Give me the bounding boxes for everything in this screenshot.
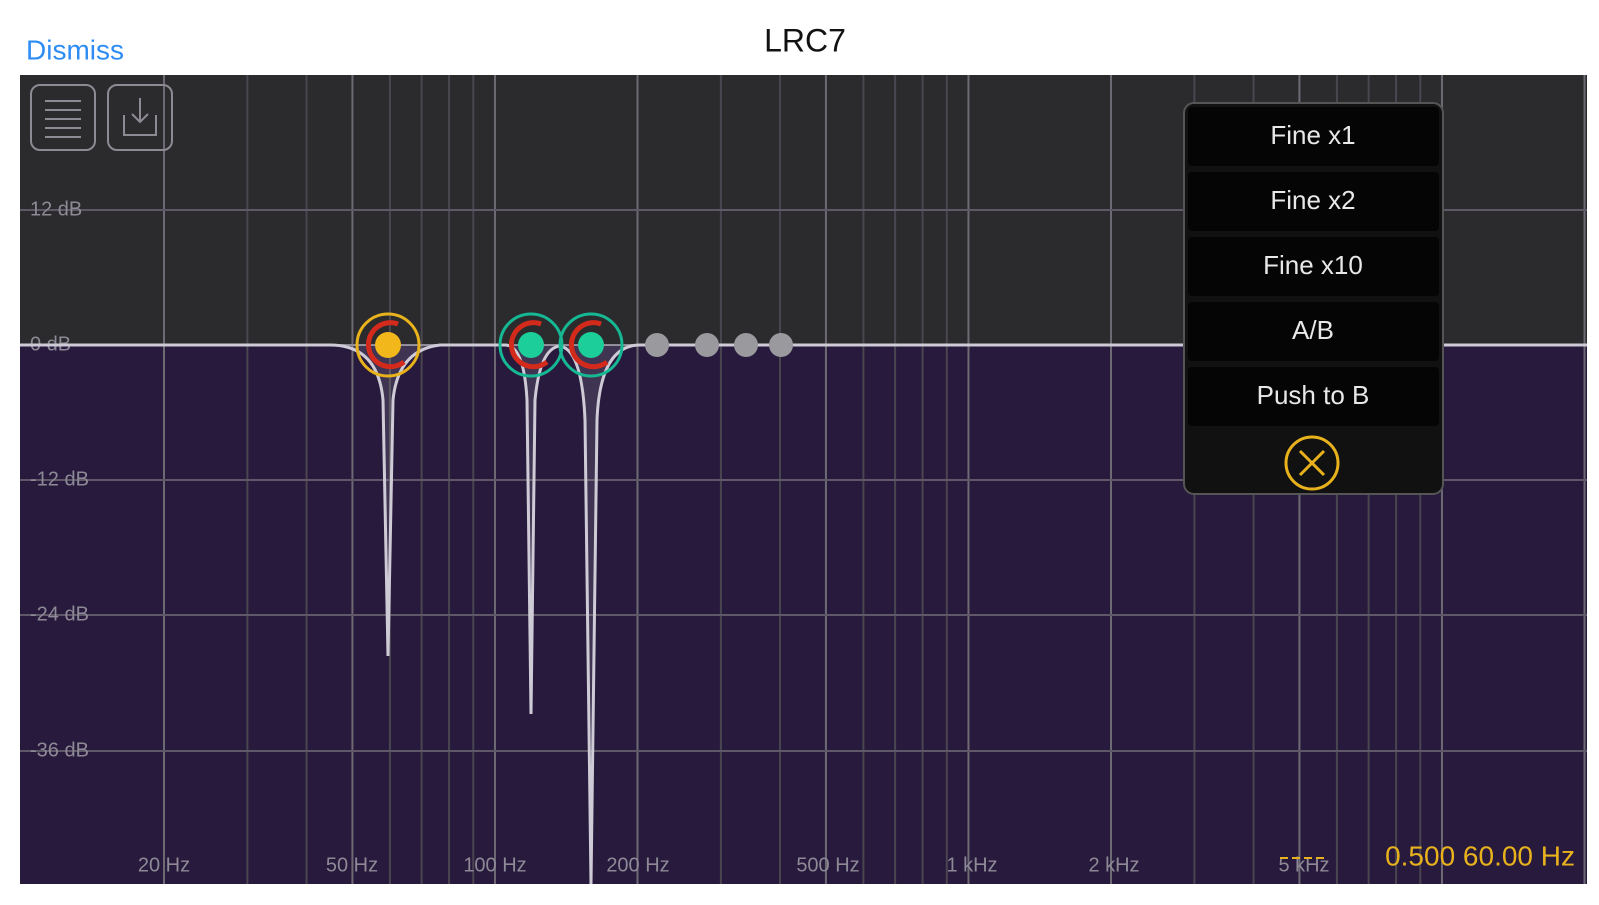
freq-label: 1 kHz (946, 854, 997, 876)
menu-item[interactable]: Fine x1 (1270, 120, 1355, 150)
menu-item-bg[interactable] (1188, 107, 1439, 166)
freq-label: 5 kHz (1278, 854, 1329, 876)
eq-nodes (355, 312, 793, 378)
eq-node-gain (508, 320, 549, 370)
menu-item[interactable]: Fine x2 (1270, 185, 1355, 215)
toolbar (30, 84, 173, 151)
menu-item-bg[interactable] (1188, 367, 1439, 426)
eq-node-inactive[interactable] (769, 333, 793, 357)
menu-item[interactable]: Fine x10 (1263, 250, 1363, 280)
freq-label: 100 Hz (463, 854, 526, 876)
eq-node-inactive[interactable] (695, 333, 719, 357)
readout: 0.500 60.00 Hz (1385, 840, 1575, 871)
eq-node-gain (365, 320, 406, 370)
close-button[interactable] (1284, 435, 1340, 491)
eq-node[interactable] (518, 332, 544, 358)
freq-label: 50 Hz (326, 854, 378, 876)
db-label: -12 dB (30, 468, 89, 490)
eq-curve (20, 343, 1587, 885)
menu-item-bg[interactable] (1188, 237, 1439, 296)
db-label: -36 dB (30, 739, 89, 761)
title: LRC7 (764, 22, 846, 58)
freq-label: 20 Hz (138, 854, 190, 876)
list-button[interactable] (30, 84, 96, 151)
freq-label: 500 Hz (796, 854, 859, 876)
eq-node-ring[interactable] (558, 312, 624, 378)
dismiss-button[interactable]: Dismiss (26, 34, 124, 65)
close-icon (1298, 449, 1326, 477)
list-icon (45, 100, 81, 138)
eq-node-gain (568, 320, 609, 370)
eq-node-ring[interactable] (355, 312, 421, 378)
db-label: -24 dB (30, 603, 89, 625)
menu-items: Fine x1 Fine x2 Fine x10 A/B Push to B (1188, 107, 1439, 426)
save-icon (123, 98, 157, 136)
menu-item-bg[interactable] (1188, 172, 1439, 231)
eq-node[interactable] (578, 332, 604, 358)
menu-item-bg[interactable] (1188, 302, 1439, 361)
eq-node-inactive[interactable] (734, 333, 758, 357)
eq-node[interactable] (375, 332, 401, 358)
menu-item[interactable]: A/B (1292, 315, 1334, 345)
menu-item[interactable]: Push to B (1257, 380, 1370, 410)
eq-node-inactive[interactable] (645, 333, 669, 357)
eq-node-ring[interactable] (498, 312, 564, 378)
menu: Fine x1 Fine x2 Fine x10 A/B Push to B (1183, 102, 1444, 495)
save-button[interactable] (107, 84, 173, 151)
freq-label: 200 Hz (606, 854, 669, 876)
freq-label: 2 kHz (1088, 854, 1139, 876)
db-label: 12 dB (30, 198, 82, 220)
